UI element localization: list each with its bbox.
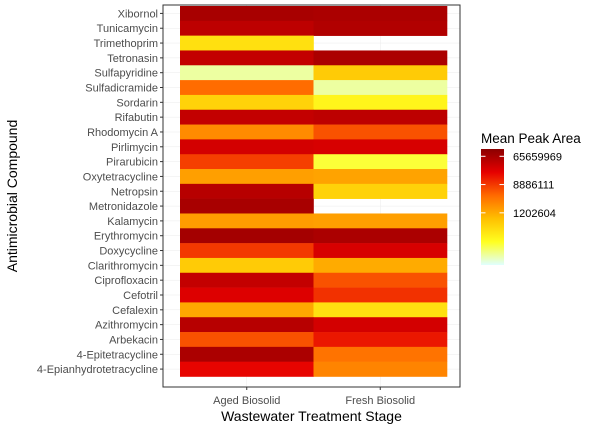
y-tick-label: Xibornol xyxy=(118,8,158,20)
panel-border xyxy=(162,4,461,388)
y-tick-label: Oxytetracycline xyxy=(83,171,158,183)
y-tick-label: Tetronasin xyxy=(107,53,158,65)
heatmap-cell xyxy=(180,213,314,229)
legend-label: 1202604 xyxy=(513,208,556,220)
y-tick-label: Netropsin xyxy=(111,186,158,198)
y-tick-label: Metronidazole xyxy=(89,201,158,213)
legend-title: Mean Peak Area xyxy=(481,131,581,146)
heatmap-cell xyxy=(313,346,448,362)
heatmap-cell xyxy=(313,317,448,333)
heatmap-cell xyxy=(313,50,448,66)
heatmap-cell xyxy=(313,169,448,185)
heatmap-cell xyxy=(313,94,448,111)
heatmap-cell xyxy=(313,154,448,170)
y-tick-label: Rifabutin xyxy=(115,112,158,124)
y-tick-label: 4-Epitetracycline xyxy=(77,349,158,361)
legend: Mean Peak Area 65659969 8886111 1202604 xyxy=(481,131,581,265)
legend-label: 8886111 xyxy=(513,180,554,192)
heatmap-cell xyxy=(313,139,448,155)
heatmap-cell xyxy=(180,228,314,244)
heatmap-cell xyxy=(180,169,314,185)
heatmap-cell xyxy=(180,80,314,96)
y-tick-label: Arbekacin xyxy=(109,334,158,346)
y-tick-label: Doxycycline xyxy=(99,246,158,258)
y-tick-label: Clarithromycin xyxy=(88,260,158,272)
heatmap-cell xyxy=(313,124,448,140)
y-tick-label: Ciprofloxacin xyxy=(94,275,158,287)
heatmap-cell xyxy=(313,65,448,81)
heatmap-cell xyxy=(180,257,314,274)
heatmap-cell xyxy=(180,20,314,36)
heatmap-cell xyxy=(180,50,314,66)
heatmap-cell xyxy=(180,317,314,333)
y-tick-label: Cefalexin xyxy=(112,305,158,317)
y-tick-label: Pirlimycin xyxy=(111,142,158,154)
heatmap-cell xyxy=(180,94,314,111)
y-tick-label: Azithromycin xyxy=(95,320,158,332)
heatmap-cell xyxy=(313,109,448,125)
y-tick-label: Rhodomycin A xyxy=(87,127,159,139)
y-tick-label: Sulfapyridine xyxy=(94,68,158,80)
y-tick-label: Sordarin xyxy=(116,97,158,109)
heatmap-cell xyxy=(180,65,314,81)
y-axis-ticks: Xibornol Tunicamycin Trimethoprim Tetronasi… xyxy=(37,8,163,376)
heatmap-cell xyxy=(313,213,448,229)
heatmap-cell xyxy=(180,183,314,199)
heatmap-cell xyxy=(313,6,448,22)
legend-colorbar xyxy=(481,149,504,265)
y-axis-title: Antimicrobial Compound xyxy=(4,120,20,273)
y-tick-label: Tunicamycin xyxy=(97,23,158,35)
heatmap-cell xyxy=(313,287,448,303)
heatmap-cell xyxy=(180,139,314,155)
heatmap-cell xyxy=(180,109,314,125)
heatmap-cell xyxy=(313,183,448,199)
heatmap-cell xyxy=(180,302,314,318)
heatmap-cell xyxy=(313,332,448,348)
heatmap-cell xyxy=(180,198,314,214)
heatmap-cell xyxy=(313,20,448,36)
heatmap-cell xyxy=(313,361,448,377)
y-tick-label: Trimethoprim xyxy=(94,38,158,50)
heatmap-cell xyxy=(313,243,448,259)
legend-ticks: 65659969 8886111 1202604 xyxy=(481,151,562,220)
heatmap-cell xyxy=(180,346,314,362)
heatmap-cell xyxy=(180,332,314,348)
x-tick-label: Fresh Biosolid xyxy=(345,395,415,407)
heatmap-cell xyxy=(180,361,314,377)
heatmap-cell xyxy=(313,257,448,274)
heatmap-cell xyxy=(313,228,448,244)
heatmap-cell xyxy=(313,272,448,288)
y-tick-label: Kalamycin xyxy=(107,216,158,228)
heatmap-cell xyxy=(180,154,314,170)
y-tick-label: Sulfadicramide xyxy=(85,83,158,95)
y-tick-label: Erythromycin xyxy=(94,231,158,243)
heatmap-cell xyxy=(180,287,314,303)
x-axis-title: Wastewater Treatment Stage xyxy=(221,408,402,424)
legend-label: 65659969 xyxy=(513,151,562,163)
y-tick-label: 4-Epianhydrotetracycline xyxy=(37,364,158,376)
y-tick-label: Pirarubicin xyxy=(106,157,158,169)
heatmap-cell xyxy=(180,124,314,140)
heatmap-cell xyxy=(180,272,314,288)
y-tick-label: Cefotril xyxy=(123,290,158,302)
heatmap-cell xyxy=(180,6,314,22)
heatmap-cells xyxy=(180,6,448,377)
heatmap-cell xyxy=(180,243,314,259)
x-axis-ticks: Aged Biosolid Fresh Biosolid xyxy=(213,387,415,407)
heatmap-cell xyxy=(180,35,314,51)
heatmap-cell xyxy=(313,80,448,96)
x-tick-label: Aged Biosolid xyxy=(213,395,280,407)
heatmap-cell xyxy=(313,302,448,318)
